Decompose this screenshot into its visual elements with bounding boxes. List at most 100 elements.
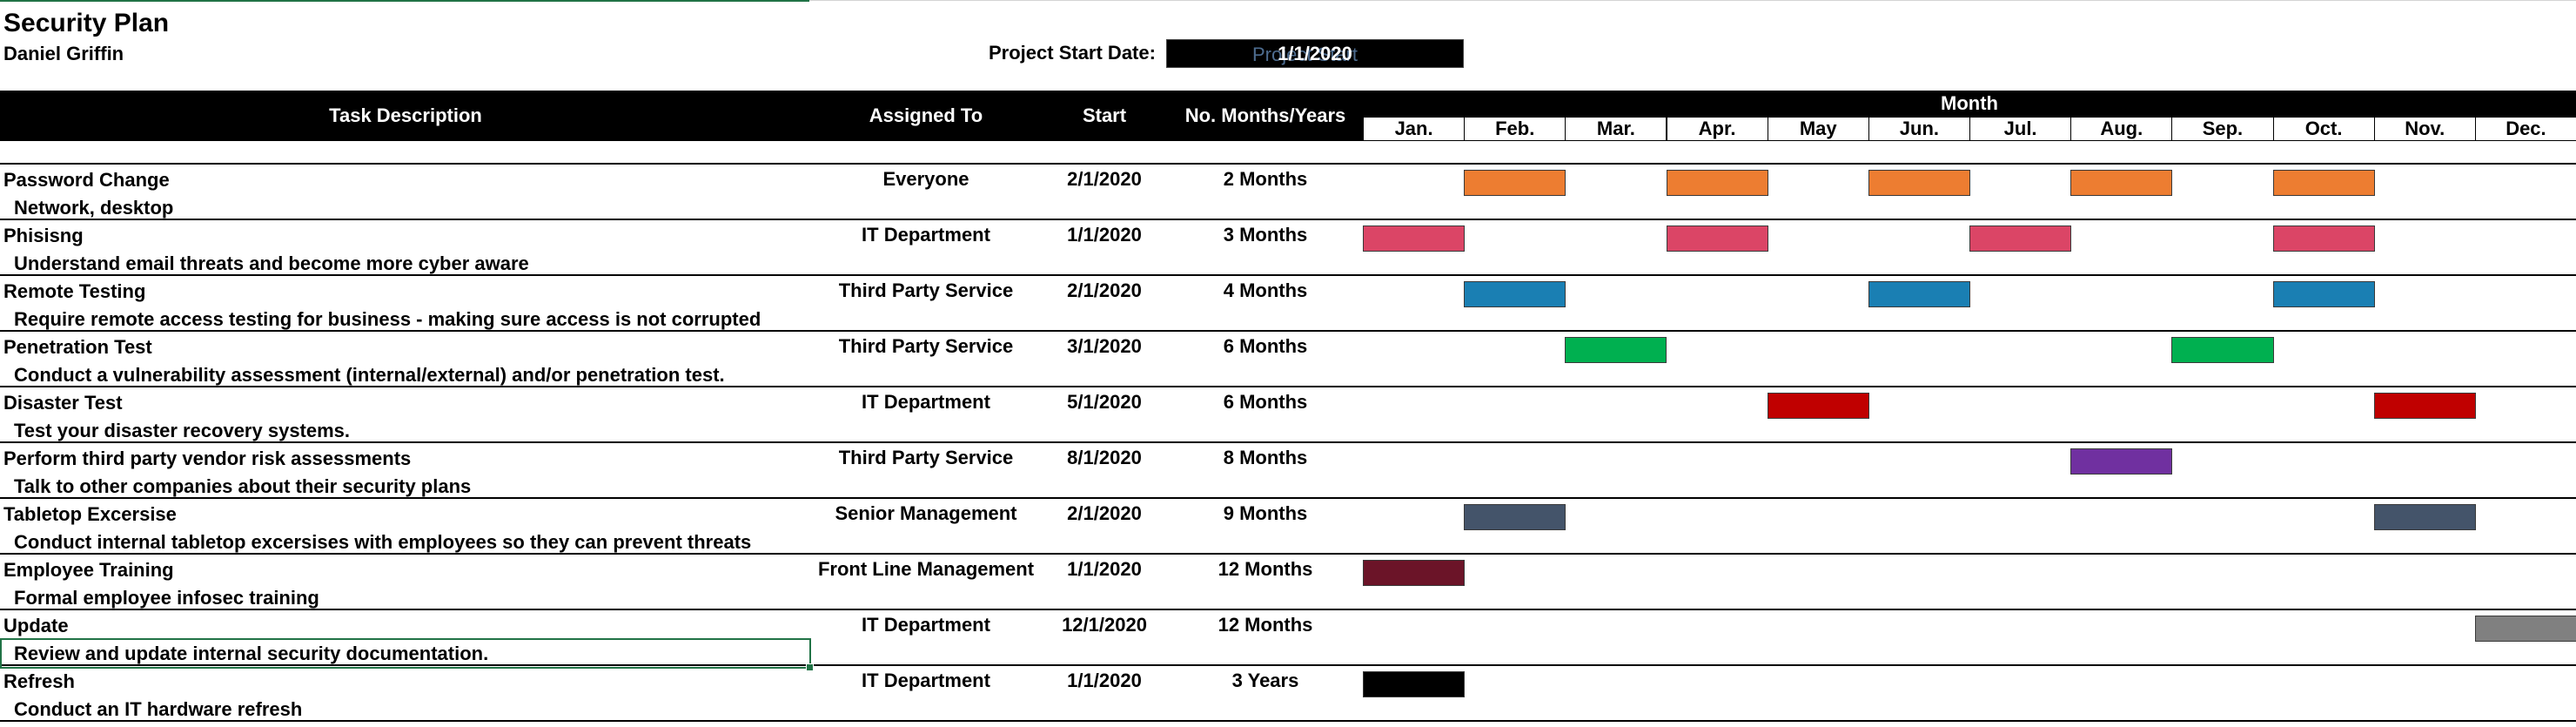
duration-cell[interactable]: 2 Months <box>1223 168 1308 190</box>
table-row: Penetration Test Conduct a vulnerability … <box>0 332 2576 387</box>
header-duration[interactable]: No. Months/Years <box>1184 104 1346 126</box>
gantt-bar[interactable] <box>1969 226 2072 252</box>
task-description-cell[interactable]: Require remote access testing for busine… <box>14 308 761 330</box>
start-date-cell[interactable]: 2/1/2020 <box>1067 279 1142 301</box>
gantt-bar[interactable] <box>1666 170 1768 196</box>
task-description-cell[interactable]: Conduct a vulnerability assessment (inte… <box>14 364 725 386</box>
start-date-cell[interactable]: 1/1/2020 <box>1067 670 1142 691</box>
duration-cell[interactable]: 4 Months <box>1223 279 1308 301</box>
assigned-to-cell[interactable]: Third Party Service <box>838 447 1014 468</box>
duration-cell[interactable]: 6 Months <box>1223 391 1308 413</box>
duration-cell[interactable]: 12 Months <box>1218 614 1313 636</box>
project-start-ghost-text: Project Start <box>1252 44 1358 65</box>
gantt-bar[interactable] <box>2373 504 2476 530</box>
month-header-cell[interactable]: Apr. <box>1666 117 1768 141</box>
gantt-bar[interactable] <box>2272 226 2375 252</box>
duration-cell[interactable]: 3 Months <box>1223 224 1308 246</box>
task-description-cell[interactable]: Test your disaster recovery systems. <box>14 420 351 441</box>
gantt-bar[interactable] <box>2070 170 2173 196</box>
duration-cell[interactable]: 8 Months <box>1223 447 1308 468</box>
month-header-cell[interactable]: Feb. <box>1464 117 1566 141</box>
gantt-bar[interactable] <box>1868 281 1970 307</box>
gantt-bar[interactable] <box>1363 671 1466 697</box>
task-name-cell[interactable]: Update <box>3 615 69 636</box>
month-header-cell[interactable]: Jul. <box>1969 117 2072 141</box>
row-border <box>0 330 2576 332</box>
gantt-bar[interactable] <box>1565 337 1667 363</box>
sheet-author[interactable]: Daniel Griffin <box>3 43 124 64</box>
task-description-cell[interactable]: Review and update internal security docu… <box>14 643 489 664</box>
start-date-cell[interactable]: 2/1/2020 <box>1067 168 1142 190</box>
month-header-cell[interactable]: Mar. <box>1565 117 1667 141</box>
sheet-title[interactable]: Security Plan <box>3 9 170 37</box>
task-name-cell[interactable]: Penetration Test <box>3 336 152 358</box>
header-month[interactable]: Month <box>1941 92 1998 114</box>
duration-cell[interactable]: 3 Years <box>1231 670 1299 691</box>
gantt-bar[interactable] <box>1363 226 1466 252</box>
month-header-cell[interactable]: Aug. <box>2070 117 2173 141</box>
task-description-cell[interactable]: Conduct an IT hardware refresh <box>14 698 303 720</box>
gantt-bar[interactable] <box>1666 226 1768 252</box>
fill-handle[interactable] <box>806 663 814 671</box>
task-name-cell[interactable]: Remote Testing <box>3 280 146 302</box>
row-border <box>0 386 2576 387</box>
gantt-bar[interactable] <box>2373 393 2476 419</box>
start-date-cell[interactable]: 1/1/2020 <box>1067 558 1142 580</box>
start-date-cell[interactable]: 5/1/2020 <box>1067 391 1142 413</box>
task-description-cell[interactable]: Understand email threats and become more… <box>14 252 529 274</box>
assigned-to-cell[interactable]: IT Department <box>862 614 990 636</box>
month-header-cell[interactable]: Oct. <box>2272 117 2375 141</box>
header-task-description[interactable]: Task Description <box>329 104 482 126</box>
duration-cell[interactable]: 12 Months <box>1218 558 1313 580</box>
task-name-cell[interactable]: Perform third party vendor risk assessme… <box>3 448 412 469</box>
selected-cell-outline[interactable] <box>0 638 811 669</box>
task-description-cell[interactable]: Conduct internal tabletop excersises wit… <box>14 531 752 553</box>
gantt-bar[interactable] <box>2272 281 2375 307</box>
start-date-cell[interactable]: 3/1/2020 <box>1067 335 1142 357</box>
month-header-cell[interactable]: Jan. <box>1363 117 1466 141</box>
gantt-bar[interactable] <box>1363 560 1466 586</box>
month-header-cell[interactable]: Dec. <box>2474 117 2576 141</box>
assigned-to-cell[interactable]: Front Line Management <box>817 558 1035 580</box>
gantt-bar[interactable] <box>2171 337 2274 363</box>
assigned-to-cell[interactable]: IT Department <box>862 391 990 413</box>
gantt-bar[interactable] <box>1464 281 1566 307</box>
gantt-bar[interactable] <box>2474 616 2576 642</box>
task-name-cell[interactable]: Refresh <box>3 670 75 692</box>
assigned-to-cell[interactable]: Third Party Service <box>838 335 1014 357</box>
gantt-bar[interactable] <box>1767 393 1869 419</box>
gantt-bar[interactable] <box>1464 504 1566 530</box>
task-description-cell[interactable]: Talk to other companies about their secu… <box>14 475 472 497</box>
duration-cell[interactable]: 6 Months <box>1223 335 1308 357</box>
gantt-bar[interactable] <box>2070 448 2173 475</box>
gantt-bar[interactable] <box>2272 170 2375 196</box>
task-name-cell[interactable]: Phisisng <box>3 225 84 246</box>
header-assigned-to[interactable]: Assigned To <box>869 104 983 126</box>
project-start-label[interactable]: Project Start Date: <box>989 42 1156 64</box>
assigned-to-cell[interactable]: Everyone <box>882 168 969 190</box>
task-name-cell[interactable]: Disaster Test <box>3 392 123 414</box>
month-header-cell[interactable]: Nov. <box>2373 117 2476 141</box>
month-header-cell[interactable]: May <box>1767 117 1869 141</box>
header-start[interactable]: Start <box>1082 104 1127 126</box>
start-date-cell[interactable]: 8/1/2020 <box>1067 447 1142 468</box>
task-name-cell[interactable]: Employee Training <box>3 559 174 581</box>
gantt-bar[interactable] <box>1868 170 1970 196</box>
project-start-date-cell[interactable]: Project Start 1/1/2020 <box>1166 39 1464 68</box>
duration-cell[interactable]: 9 Months <box>1223 502 1308 524</box>
task-name-cell[interactable]: Password Change <box>3 169 170 191</box>
task-description-cell[interactable]: Network, desktop <box>14 197 174 219</box>
assigned-to-cell[interactable]: Third Party Service <box>838 279 1014 301</box>
start-date-cell[interactable]: 1/1/2020 <box>1067 224 1142 246</box>
start-date-cell[interactable]: 2/1/2020 <box>1067 502 1142 524</box>
gantt-bar[interactable] <box>1464 170 1566 196</box>
start-date-cell[interactable]: 12/1/2020 <box>1062 614 1147 636</box>
month-header-cell[interactable]: Sep. <box>2171 117 2274 141</box>
assigned-to-cell[interactable]: IT Department <box>862 224 990 246</box>
assigned-to-cell[interactable]: Senior Management <box>835 502 1017 524</box>
assigned-to-cell[interactable]: IT Department <box>862 670 990 691</box>
task-description-cell[interactable]: Formal employee infosec training <box>14 587 319 609</box>
header-bottom-border <box>0 163 2576 165</box>
task-name-cell[interactable]: Tabletop Excersise <box>3 503 177 525</box>
month-header-cell[interactable]: Jun. <box>1868 117 1970 141</box>
